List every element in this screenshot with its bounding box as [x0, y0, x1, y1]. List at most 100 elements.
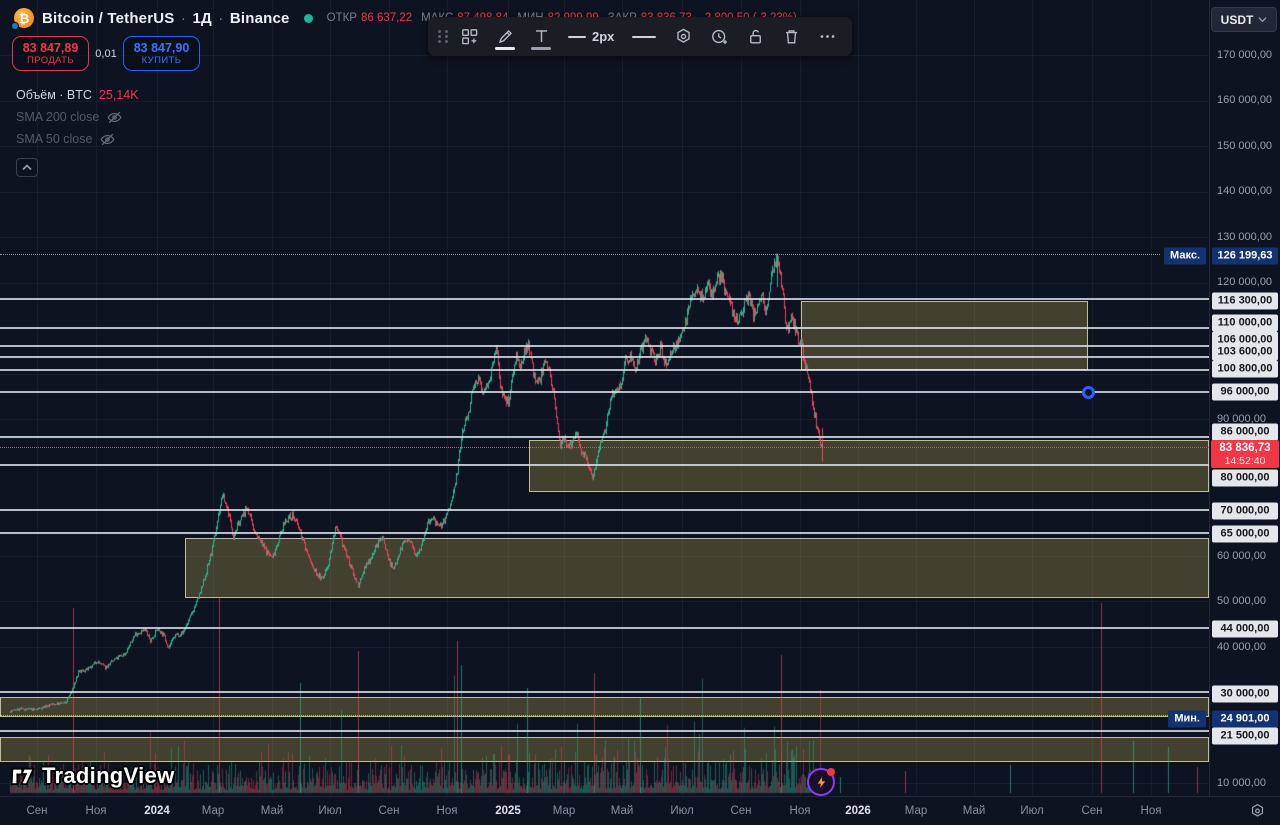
price-tick-label: 140 000,00 [1217, 185, 1273, 197]
chevron-up-icon [22, 164, 32, 171]
horizontal-level-line-103600[interactable] [0, 356, 1209, 359]
time-tick-label: Сен [1081, 805, 1103, 817]
indicator-row-sma50[interactable]: SMA 50 close [16, 128, 139, 150]
price-axis[interactable]: 170 000,00 160 000,00 150 000,00 140 000,00… [1209, 0, 1280, 796]
time-tick-label: Ноя [1140, 805, 1162, 817]
horizontal-level-line-96000[interactable] [0, 390, 1209, 393]
time-tick-label: Ноя [789, 805, 811, 817]
chevron-down-icon [1258, 17, 1267, 23]
price-level-label: 44 000,00 [1212, 620, 1278, 638]
time-tick-label: Ноя [85, 805, 107, 817]
time-tick-label: Июл [318, 805, 342, 817]
price-tick-label: 50 000,00 [1217, 595, 1266, 607]
add-alert-button[interactable] [702, 21, 736, 53]
current-price-label: 83 836,73 14:52:40 [1211, 440, 1279, 468]
price-tick-label: 150 000,00 [1217, 140, 1273, 152]
price-tick-label: 60 000,00 [1217, 550, 1266, 562]
currency-selector-button[interactable]: USDT [1211, 7, 1277, 32]
text-tool-icon [535, 30, 547, 43]
horizontal-level-line-100800[interactable] [0, 368, 1209, 371]
time-tick-label: Июл [1020, 805, 1044, 817]
indicator-row-sma200[interactable]: SMA 200 close [16, 106, 139, 128]
lightning-event-badge[interactable] [807, 768, 835, 796]
time-tick-label: Сен [378, 805, 400, 817]
horizontal-level-line-44000[interactable] [0, 627, 1209, 630]
dashboard-add-button[interactable] [452, 21, 486, 53]
low-tag-label: Мин. [1168, 710, 1206, 728]
horizontal-level-line-21500[interactable] [0, 729, 1209, 732]
time-tick-label: 2024 [144, 805, 170, 817]
selection-handle[interactable] [1082, 385, 1095, 399]
ath-price-label: 126 199,63 [1212, 247, 1278, 265]
symbol-title[interactable]: Bitcoin / TetherUS · 1Д · Binance [42, 9, 290, 27]
timeframe[interactable]: 1Д [192, 9, 212, 27]
price-level-label: 116 300,00 [1212, 292, 1278, 310]
price-level-label: 30 000,00 [1212, 685, 1278, 703]
settings-hexagon-icon [677, 28, 690, 43]
ath-tag-label: Макс. [1164, 247, 1206, 265]
horizontal-level-line-70000[interactable] [0, 509, 1209, 511]
settings-button[interactable] [666, 21, 700, 53]
line-width-button[interactable]: 2px [560, 21, 622, 53]
delete-button[interactable] [774, 21, 808, 53]
price-level-label: 86 000,00 [1212, 423, 1278, 441]
dashboard-add-icon [461, 29, 477, 45]
horizontal-level-line-106000[interactable] [0, 345, 1209, 348]
price-level-label: 103 600,00 [1212, 343, 1278, 361]
horizontal-lines-layer [0, 254, 1209, 732]
eye-off-icon[interactable] [99, 131, 116, 148]
time-tick-label: Май [610, 805, 634, 817]
watermark-text: TradingView [42, 763, 175, 788]
eye-off-icon[interactable] [106, 109, 123, 126]
ath-dotted-line [0, 254, 1160, 256]
drawing-toolbar: 2px [428, 17, 853, 56]
price-level-label: 21 500,00 [1212, 727, 1278, 745]
time-tick-label: Мар [904, 805, 928, 817]
axis-settings-gear-icon[interactable] [1249, 803, 1266, 820]
color-pencil-button[interactable] [488, 21, 522, 53]
horizontal-level-line-65000[interactable] [0, 531, 1209, 534]
trash-icon [785, 30, 797, 44]
toolbar-drag-handle-icon[interactable] [436, 24, 450, 50]
legend: Объём · BTC 25,14K SMA 200 close SMA 50 … [16, 84, 139, 177]
price-level-label: 96 000,00 [1212, 383, 1278, 401]
price-tick-label: 40 000,00 [1217, 641, 1266, 653]
lock-open-icon [749, 29, 761, 44]
horizontal-level-line-86000[interactable] [0, 436, 1209, 439]
sell-button[interactable]: 83 847,89 ПРОДАТЬ [12, 36, 89, 71]
candlestick-volume-canvas[interactable] [0, 0, 1209, 796]
line-style-button[interactable] [624, 21, 664, 53]
volume-value: 25,14K [98, 88, 139, 102]
exchange[interactable]: Binance [229, 9, 290, 27]
horizontal-level-line-30000[interactable] [0, 691, 1209, 693]
bitcoin-icon: ₿ [11, 8, 34, 30]
text-color-button[interactable] [524, 21, 558, 53]
horizontal-level-line-80000[interactable] [0, 463, 1209, 466]
time-axis[interactable]: Сен Ноя 2024 Мар Май Июл Сен Ноя 2025 Мар Май Июл Се… [0, 796, 1280, 825]
trade-buttons: 83 847,89 ПРОДАТЬ 0,01 83 847,90 КУПИТЬ [12, 36, 200, 71]
time-tick-label: Сен [26, 805, 48, 817]
buy-button[interactable]: 83 847,90 КУПИТЬ [123, 36, 200, 71]
horizontal-level-line-110000[interactable] [0, 327, 1209, 329]
price-level-label: 65 000,00 [1212, 525, 1278, 543]
time-tick-label: 2025 [495, 805, 521, 817]
price-level-label: 80 000,00 [1212, 469, 1278, 487]
time-tick-label: Май [260, 805, 284, 817]
time-tick-label: Июл [670, 805, 694, 817]
tradingview-logo-icon [10, 767, 35, 786]
volume-legend-row[interactable]: Объём · BTC 25,14K [16, 88, 139, 102]
line-style-icon [632, 35, 657, 38]
spread-value: 0,01 [95, 47, 117, 60]
chart-area[interactable]: TradingView [0, 0, 1209, 796]
horizontal-level-line-116300[interactable] [0, 298, 1209, 301]
time-tick-label: Ноя [436, 805, 458, 817]
notification-dot [827, 768, 835, 776]
time-tick-label: Мар [552, 805, 576, 817]
alert-clock-add-icon [712, 29, 727, 45]
pencil-icon [498, 30, 512, 44]
more-options-button[interactable] [810, 21, 844, 53]
time-tick-label: 2026 [845, 805, 871, 817]
lock-button[interactable] [738, 21, 772, 53]
collapse-legend-button[interactable] [16, 158, 38, 177]
